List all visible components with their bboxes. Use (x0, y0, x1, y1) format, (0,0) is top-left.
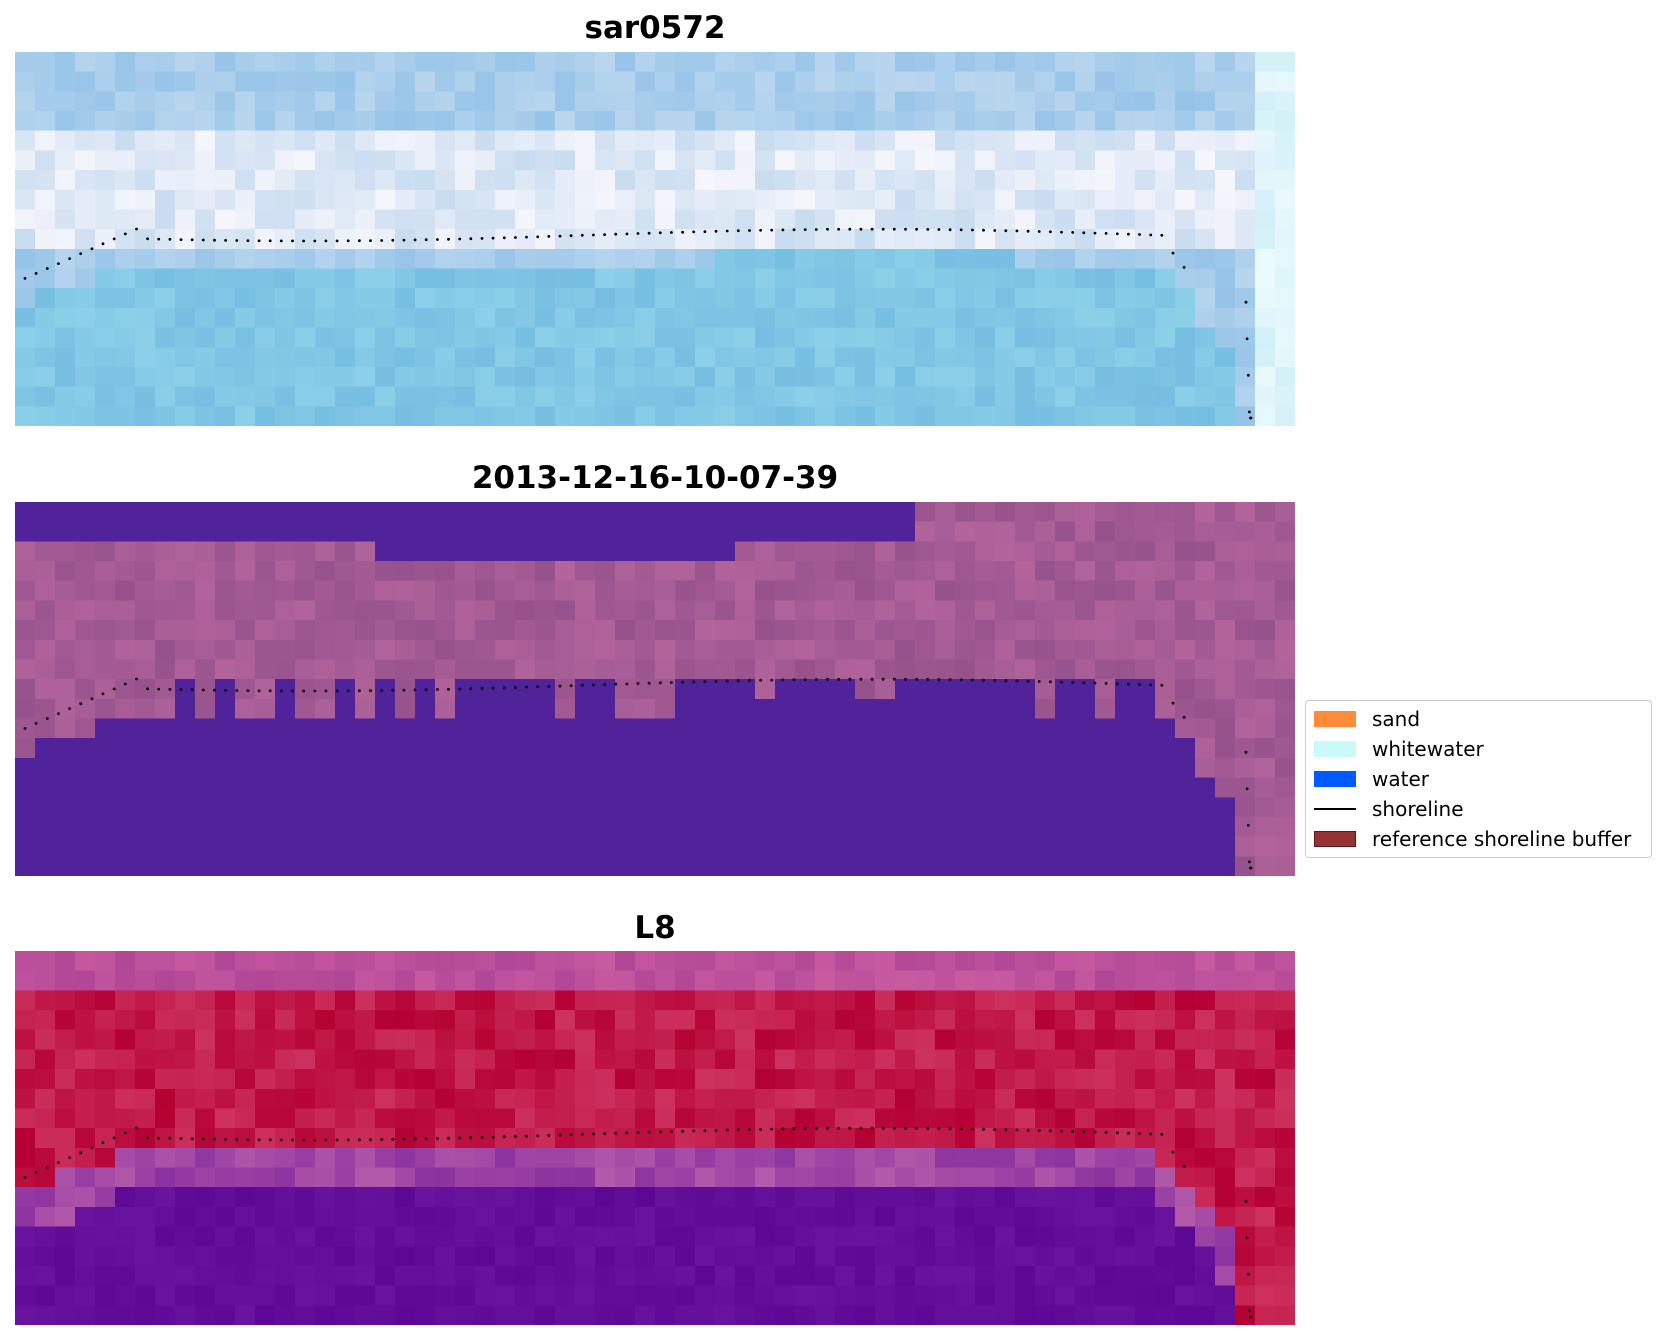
legend-label-whitewater: whitewater (1372, 737, 1484, 761)
legend-swatch-reference-buffer (1314, 831, 1356, 847)
legend-swatch-sand (1314, 711, 1356, 727)
legend-item-water: water (1314, 767, 1429, 791)
legend-label-sand: sand (1372, 707, 1421, 731)
shoreline-dots-1 (23, 227, 1253, 420)
legend-label-water: water (1372, 767, 1429, 791)
panel-title-2: 2013-12-16-10-07-39 (471, 460, 839, 496)
index-image-panel-3 (15, 951, 1295, 1325)
legend-label-reference-buffer: reference shoreline buffer (1372, 827, 1632, 851)
legend-item-reference-buffer: reference shoreline buffer (1314, 827, 1631, 851)
classified-image-panel-2 (15, 502, 1295, 876)
legend-label-shoreline: shoreline (1372, 797, 1464, 821)
legend-swatch-water (1314, 771, 1356, 787)
legend-swatch-whitewater (1314, 741, 1356, 757)
satellite-image-panel-1 (15, 52, 1295, 426)
panel-title-3: L8 (634, 910, 676, 946)
shoreline-dots-3 (23, 1126, 1253, 1319)
legend-line-shoreline (1314, 801, 1356, 817)
shoreline-dots-2 (23, 677, 1253, 870)
legend-item-sand: sand (1314, 707, 1420, 731)
legend-item-shoreline: shoreline (1314, 797, 1464, 821)
panel-title-1: sar0572 (584, 10, 726, 46)
legend: sand whitewater water shoreline referenc… (1305, 700, 1652, 858)
legend-item-whitewater: whitewater (1314, 737, 1484, 761)
